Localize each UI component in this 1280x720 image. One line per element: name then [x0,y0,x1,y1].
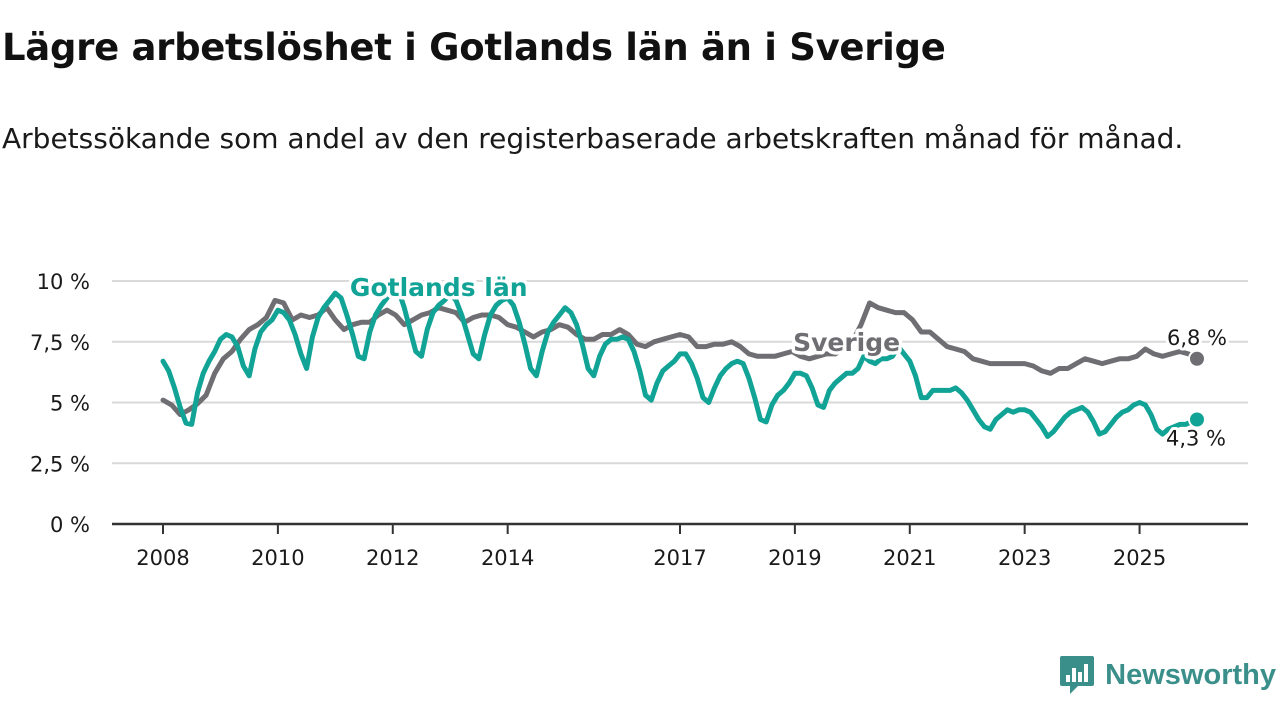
end-value-label-sverige: 6,8 % [1167,326,1227,350]
chart-title: Lägre arbetslöshet i Gotlands län än i S… [2,26,946,69]
series-label-sverige: Sverige [793,328,900,357]
x-tick-label: 2012 [366,546,419,570]
y-tick-label: 7,5 % [30,331,90,355]
y-tick-label: 2,5 % [30,452,90,476]
y-gridlines [112,280,1248,465]
brand-name: Newsworthy [1105,658,1276,691]
x-axis: 2008 2010 2012 2014 2017 2019 2021 2023 2025 [112,522,1248,570]
brand: Newsworthy [1059,654,1276,696]
y-axis-ticks: 0 % 2,5 % 5 % 7,5 % 10 % [30,270,90,537]
y-tick-label: 10 % [37,270,90,294]
y-tick-label: 0 % [50,513,90,537]
x-tick-label: 2017 [653,546,706,570]
newsworthy-logo-icon [1060,656,1095,694]
x-tick-label: 2021 [883,546,936,570]
chart-subtitle: Arbetssökande som andel av den registerb… [2,122,1184,155]
series-end-dot-gotlands-län [1188,410,1206,429]
end-value-label-gotlands-län: 4,3 % [1166,427,1226,451]
series-line-gotlands-län [160,285,1200,439]
x-tick-label: 2023 [998,546,1051,570]
x-tick-label: 2025 [1113,546,1166,570]
x-tick-label: 2010 [251,546,304,570]
chart-series [160,285,1206,439]
series-line-sverige [160,297,1200,418]
chart-series-labels: Gotlands län Sverige 6,8 % 4,3 % [346,270,1230,454]
x-tick-label: 2014 [481,546,534,570]
series-end-dot-sverige [1188,349,1206,368]
y-tick-label: 5 % [50,392,90,416]
x-tick-label: 2008 [136,546,189,570]
series-label-gotlands-län: Gotlands län [350,273,528,302]
x-tick-label: 2019 [768,546,821,570]
